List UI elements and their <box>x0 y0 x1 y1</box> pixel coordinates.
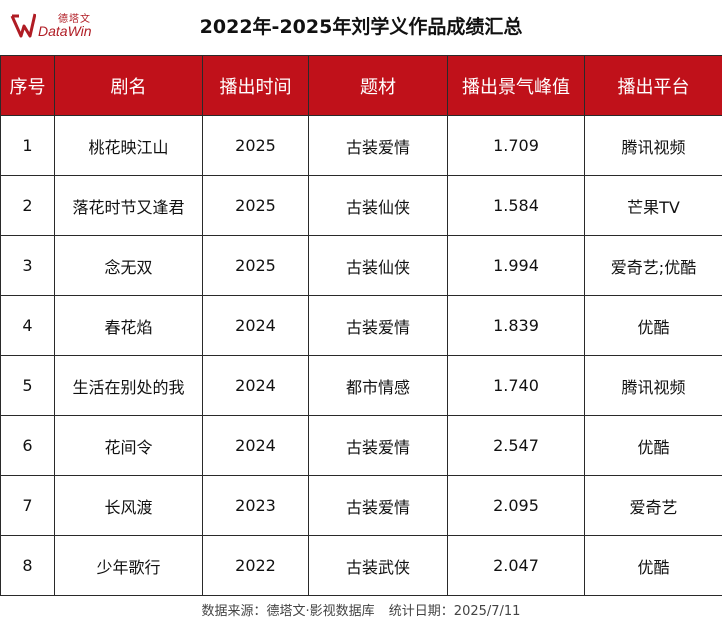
column-header-platform: 播出平台 <box>584 55 722 116</box>
stat-date-text: 统计日期：2025/7/11 <box>388 604 521 619</box>
cell-peak-index: 2.047 <box>447 535 585 596</box>
cell-title: 少年歌行 <box>54 535 203 596</box>
cell-platform: 爱奇艺 <box>584 475 722 536</box>
datawin-logo-icon <box>10 13 36 38</box>
logo-text-cn: 德塔文 <box>58 14 91 25</box>
cell-peak-index: 2.547 <box>447 415 585 476</box>
cell-peak-index: 1.709 <box>447 115 585 176</box>
cell-index: 6 <box>0 415 55 476</box>
cell-title: 长风渡 <box>54 475 203 536</box>
column-header-peak-index: 播出景气峰值 <box>447 55 585 116</box>
cell-peak-index: 1.584 <box>447 175 585 236</box>
table-row: 7 长风渡 2023 古装爱情 2.095 爱奇艺 <box>0 475 722 536</box>
footer-note: 数据来源：德塔文·影视数据库 统计日期：2025/7/11 <box>0 598 722 626</box>
cell-title: 花间令 <box>54 415 203 476</box>
table-row: 3 念无双 2025 古装仙侠 1.994 爱奇艺;优酷 <box>0 235 722 296</box>
works-table: 序号 剧名 播出时间 题材 播出景气峰值 播出平台 1 桃花映江山 2025 古… <box>0 55 722 596</box>
cell-index: 5 <box>0 355 55 416</box>
data-source-text: 数据来源：德塔文·影视数据库 <box>201 604 375 619</box>
table-row: 8 少年歌行 2022 古装武侠 2.047 优酷 <box>0 535 722 596</box>
cell-platform: 腾讯视频 <box>584 115 722 176</box>
table-header-row: 序号 剧名 播出时间 题材 播出景气峰值 播出平台 <box>0 55 722 116</box>
cell-genre: 古装爱情 <box>308 415 448 476</box>
cell-air-year: 2024 <box>202 415 309 476</box>
cell-title: 生活在别处的我 <box>54 355 203 416</box>
datawin-logo: 德塔文 DataWin <box>10 8 130 44</box>
cell-title: 落花时节又逢君 <box>54 175 203 236</box>
cell-genre: 古装仙侠 <box>308 175 448 236</box>
cell-air-year: 2025 <box>202 115 309 176</box>
table-row: 4 春花焰 2024 古装爱情 1.839 优酷 <box>0 295 722 356</box>
cell-genre: 古装爱情 <box>308 115 448 176</box>
cell-index: 1 <box>0 115 55 176</box>
column-header-genre: 题材 <box>308 55 448 116</box>
logo-text-en: DataWin <box>38 23 92 39</box>
cell-peak-index: 1.740 <box>447 355 585 416</box>
table-row: 2 落花时节又逢君 2025 古装仙侠 1.584 芒果TV <box>0 175 722 236</box>
cell-platform: 腾讯视频 <box>584 355 722 416</box>
cell-genre: 古装爱情 <box>308 295 448 356</box>
cell-air-year: 2023 <box>202 475 309 536</box>
column-header-air-year: 播出时间 <box>202 55 309 116</box>
cell-peak-index: 1.839 <box>447 295 585 356</box>
cell-genre: 古装爱情 <box>308 475 448 536</box>
cell-air-year: 2024 <box>202 355 309 416</box>
cell-genre: 都市情感 <box>308 355 448 416</box>
cell-genre: 古装仙侠 <box>308 235 448 296</box>
table-row: 5 生活在别处的我 2024 都市情感 1.740 腾讯视频 <box>0 355 722 416</box>
column-header-title: 剧名 <box>54 55 203 116</box>
cell-title: 春花焰 <box>54 295 203 356</box>
cell-platform: 优酷 <box>584 295 722 356</box>
cell-platform: 爱奇艺;优酷 <box>584 235 722 296</box>
column-header-index: 序号 <box>0 55 55 116</box>
cell-peak-index: 2.095 <box>447 475 585 536</box>
cell-title: 桃花映江山 <box>54 115 203 176</box>
cell-index: 4 <box>0 295 55 356</box>
cell-air-year: 2022 <box>202 535 309 596</box>
cell-title: 念无双 <box>54 235 203 296</box>
table-row: 1 桃花映江山 2025 古装爱情 1.709 腾讯视频 <box>0 115 722 176</box>
cell-platform: 优酷 <box>584 535 722 596</box>
cell-index: 2 <box>0 175 55 236</box>
table-row: 6 花间令 2024 古装爱情 2.547 优酷 <box>0 415 722 476</box>
cell-index: 7 <box>0 475 55 536</box>
cell-air-year: 2025 <box>202 175 309 236</box>
cell-index: 8 <box>0 535 55 596</box>
cell-platform: 优酷 <box>584 415 722 476</box>
cell-index: 3 <box>0 235 55 296</box>
cell-peak-index: 1.994 <box>447 235 585 296</box>
cell-air-year: 2025 <box>202 235 309 296</box>
cell-genre: 古装武侠 <box>308 535 448 596</box>
cell-air-year: 2024 <box>202 295 309 356</box>
page-header: 德塔文 DataWin 2022年-2025年刘学义作品成绩汇总 <box>0 0 722 54</box>
cell-platform: 芒果TV <box>584 175 722 236</box>
page-title: 2022年-2025年刘学义作品成绩汇总 <box>199 16 523 38</box>
